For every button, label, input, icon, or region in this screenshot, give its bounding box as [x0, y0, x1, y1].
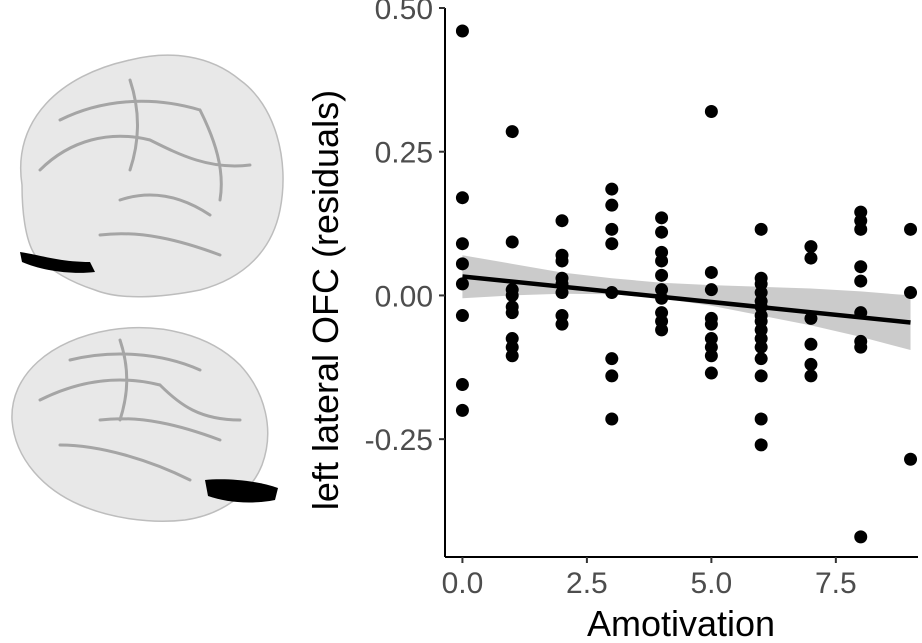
data-point	[505, 125, 519, 139]
data-point	[804, 357, 818, 371]
fit-line-layer	[462, 274, 911, 325]
y-tick-label: 0.00	[375, 280, 433, 313]
scatter-plot: 0.50 0.25 0.00 -0.25 0.0 2.5 5.0 7.5	[365, 0, 918, 600]
data-point	[754, 369, 768, 383]
data-point	[455, 309, 469, 323]
data-point	[555, 254, 569, 268]
x-tick-label: 7.5	[815, 567, 857, 600]
y-tick-label: 0.25	[375, 137, 433, 170]
data-point	[704, 104, 718, 118]
x-axis-title: Amotivation	[587, 603, 775, 643]
data-point	[904, 452, 918, 466]
data-point	[555, 317, 569, 331]
data-point	[854, 274, 868, 288]
confidence-band-layer	[462, 255, 911, 351]
data-point	[655, 268, 669, 282]
y-tick-label: -0.25	[365, 424, 433, 457]
data-point	[505, 288, 519, 302]
data-point	[904, 222, 918, 236]
data-point	[605, 237, 619, 251]
data-point	[605, 198, 619, 212]
data-point	[455, 24, 469, 38]
data-point	[655, 323, 669, 337]
x-tick-label: 2.5	[566, 567, 608, 600]
data-point	[804, 369, 818, 383]
data-point	[704, 366, 718, 380]
regression-line	[462, 274, 911, 325]
data-point	[804, 240, 818, 254]
data-point	[804, 311, 818, 325]
data-point	[854, 530, 868, 544]
confidence-band	[462, 255, 911, 351]
x-tick-label: 5.0	[691, 567, 733, 600]
data-point	[605, 222, 619, 236]
data-point	[655, 225, 669, 239]
data-point	[854, 260, 868, 274]
data-point	[605, 352, 619, 366]
axes-layer	[444, 8, 918, 558]
data-point	[704, 317, 718, 331]
data-point	[555, 214, 569, 228]
data-point	[455, 277, 469, 291]
x-tick-label: 0.0	[442, 567, 484, 600]
data-point	[854, 222, 868, 236]
data-point	[505, 349, 519, 363]
data-point	[704, 265, 718, 279]
data-point	[754, 222, 768, 236]
data-point	[605, 182, 619, 196]
data-point	[505, 235, 519, 249]
data-point	[455, 257, 469, 271]
data-point	[704, 349, 718, 363]
brain-lateral-right-icon	[11, 327, 278, 522]
y-axis-title: left lateral OFC (residuals)	[305, 90, 346, 510]
data-point	[655, 211, 669, 225]
data-point	[804, 251, 818, 265]
y-tick-label: 0.50	[375, 0, 433, 26]
data-point	[455, 378, 469, 392]
data-point	[455, 403, 469, 417]
data-point	[804, 337, 818, 351]
data-point	[455, 237, 469, 251]
data-point	[605, 412, 619, 426]
data-point	[904, 286, 918, 300]
data-point	[754, 438, 768, 452]
brain-lateral-left-icon	[20, 54, 284, 298]
data-point	[754, 352, 768, 366]
tick-labels-layer: 0.50 0.25 0.00 -0.25 0.0 2.5 5.0 7.5	[365, 0, 857, 600]
data-point	[555, 286, 569, 300]
data-point	[655, 254, 669, 268]
data-point	[605, 369, 619, 383]
data-point	[704, 283, 718, 297]
data-point	[505, 306, 519, 320]
data-points-layer	[455, 24, 918, 544]
data-point	[754, 412, 768, 426]
data-point	[754, 340, 768, 354]
data-point	[854, 340, 868, 354]
data-point	[455, 191, 469, 205]
